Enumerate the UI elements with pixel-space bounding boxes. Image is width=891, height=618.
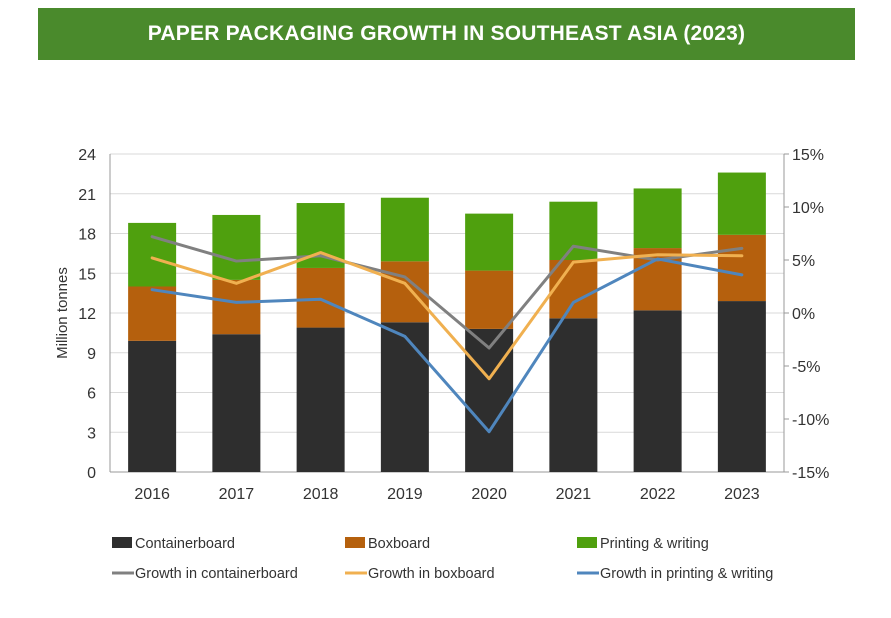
x-tick-label: 2016	[134, 486, 170, 503]
axes: 0 3 6 9 12 15 18 21 24 -15% -10% -5% 0% 5% 10% 15% Milli…	[54, 147, 829, 503]
y2-tick-label: -5%	[792, 359, 820, 376]
x-tick-label: 2021	[556, 486, 592, 503]
line-growth-in-boxboard	[150, 251, 744, 381]
y-tick-label: 12	[78, 306, 96, 323]
x-tick-label: 2022	[640, 486, 676, 503]
bar-containerboard-2019	[380, 322, 429, 472]
y-axis-title: Million tonnes	[54, 267, 71, 359]
y2-tick-label: 10%	[792, 200, 824, 217]
bar-boxboard-2021	[549, 260, 598, 319]
y-tick-label: 0	[87, 465, 96, 482]
y-tick-label: 21	[78, 187, 96, 204]
x-tick-label: 2023	[724, 486, 760, 503]
bar-containerboard-2023	[717, 301, 766, 472]
bar-printing-writing-2019	[380, 197, 429, 262]
x-tick-label: 2020	[471, 486, 507, 503]
legend-label-growth-in-printing-writing: Growth in printing & writing	[600, 566, 773, 582]
bar-boxboard-2017	[212, 279, 261, 335]
bar-printing-writing-2022	[633, 188, 682, 249]
bar-boxboard-2020	[465, 270, 514, 329]
bars	[128, 172, 766, 472]
y2-tick-label: 5%	[792, 253, 815, 270]
y2-tick-label: 0%	[792, 306, 815, 323]
legend-label-printing-writing: Printing & writing	[600, 536, 709, 552]
y-tick-label: 24	[78, 147, 96, 164]
chart-title-banner: PAPER PACKAGING GROWTH IN SOUTHEAST ASIA…	[38, 8, 855, 60]
y-tick-label: 18	[78, 227, 96, 244]
legend-label-containerboard: Containerboard	[135, 536, 235, 552]
bar-containerboard-2016	[128, 340, 177, 472]
y-tick-label: 3	[87, 425, 96, 442]
legend-label-growth-in-boxboard: Growth in boxboard	[368, 566, 495, 582]
bar-containerboard-2020	[465, 328, 514, 472]
line-growth-in-containerboard	[150, 235, 744, 350]
legend: Containerboard Boxboard Printing & writing…	[112, 536, 773, 582]
x-tick-label: 2019	[387, 486, 423, 503]
y-tick-label: 6	[87, 386, 96, 403]
x-tick-label: 2018	[303, 486, 339, 503]
y2-tick-label: -15%	[792, 465, 829, 482]
bar-printing-writing-2023	[717, 172, 766, 235]
y-tick-label: 9	[87, 346, 96, 363]
bar-printing-writing-2020	[465, 213, 514, 271]
legend-label-growth-in-containerboard: Growth in containerboard	[135, 566, 298, 582]
legend-swatch-boxboard	[345, 537, 365, 548]
legend-label-boxboard: Boxboard	[368, 536, 430, 552]
x-tick-label: 2017	[219, 486, 255, 503]
bar-boxboard-2023	[717, 234, 766, 302]
bar-printing-writing-2017	[212, 214, 261, 280]
gridlines	[110, 153, 784, 433]
chart-title: PAPER PACKAGING GROWTH IN SOUTHEAST ASIA…	[147, 22, 746, 45]
bar-boxboard-2016	[128, 286, 177, 341]
legend-swatch-printing-writing	[577, 537, 597, 548]
bar-containerboard-2022	[633, 310, 682, 472]
growth-lines	[150, 235, 744, 434]
legend-swatch-containerboard	[112, 537, 132, 548]
y2-tick-label: 15%	[792, 147, 824, 164]
bar-containerboard-2018	[296, 327, 345, 472]
y-tick-label: 15	[78, 266, 96, 283]
bar-containerboard-2017	[212, 334, 261, 472]
bar-containerboard-2021	[549, 318, 598, 472]
bar-printing-writing-2016	[128, 222, 177, 287]
bar-printing-writing-2021	[549, 201, 598, 260]
line-growth-in-printing-writing	[150, 257, 744, 434]
y2-tick-label: -10%	[792, 412, 829, 429]
